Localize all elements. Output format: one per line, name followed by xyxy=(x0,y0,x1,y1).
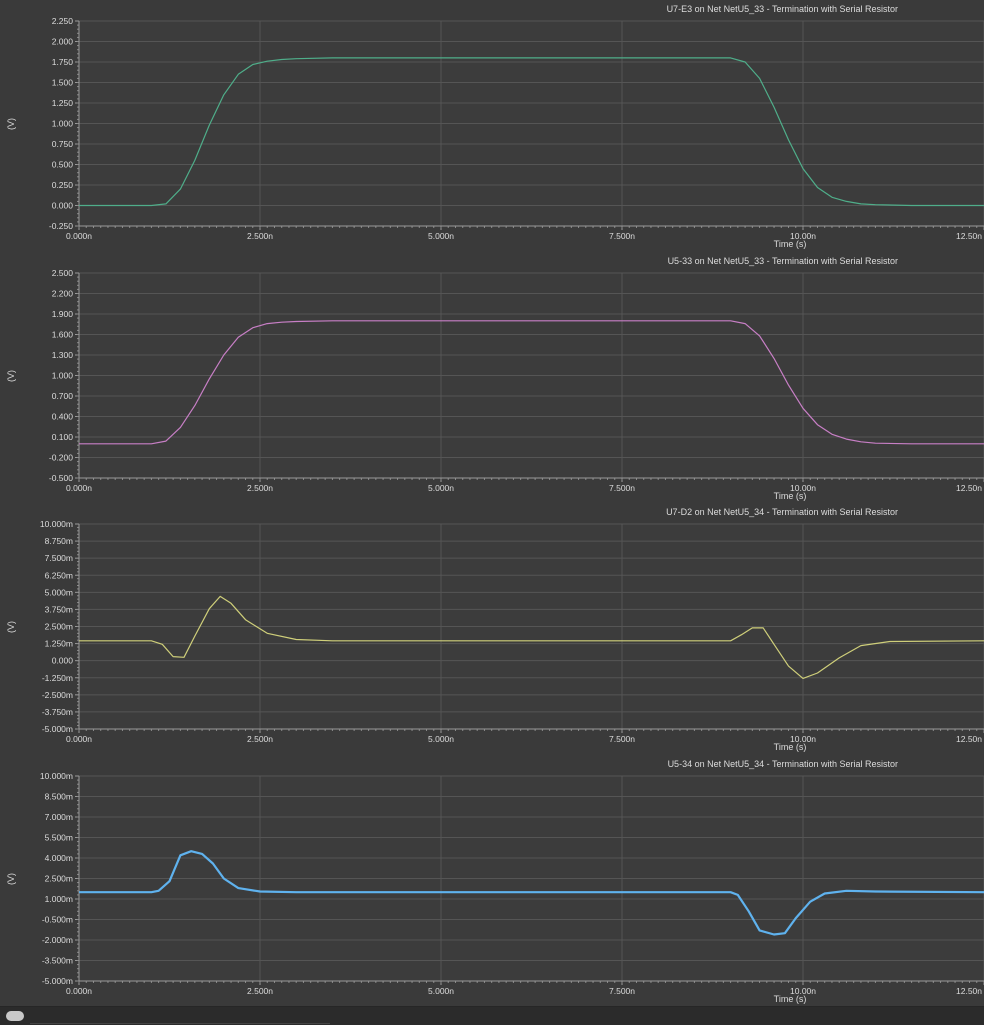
x-tick-label: 2.500n xyxy=(247,986,273,996)
chart-panel-4: -5.000m -3.500m -2.000m -0.500m 1.000m 2.500m… xyxy=(0,755,984,1005)
chart-title: U5-33 on Net NetU5_33 - Termination with… xyxy=(667,256,898,266)
y-tick-label: 0.500 xyxy=(52,160,74,170)
y-tick-label: 2.250 xyxy=(52,16,74,26)
x-tick-label: 12.50n xyxy=(956,231,982,241)
series-line-1 xyxy=(79,595,984,679)
x-tick-label: 7.500n xyxy=(609,986,635,996)
chart-svg: -0.500 -0.200 0.100 0.400 0.700 1.000 1.300 1.6… xyxy=(49,268,984,493)
chart-title: U5-34 on Net NetU5_34 - Termination with… xyxy=(667,759,898,769)
y-tick-label: 1.000m xyxy=(45,894,73,904)
scrollbar-thumb[interactable] xyxy=(6,1011,24,1021)
x-tick-label: 10.00n xyxy=(790,734,816,744)
y-tick-label: 10.000m xyxy=(40,519,73,529)
y-tick-label: -5.000m xyxy=(42,976,73,986)
y-tick-label: 10.000m xyxy=(40,771,73,781)
y-tick-label: 1.900 xyxy=(52,309,74,319)
x-tick-label: 12.50n xyxy=(956,483,982,493)
y-tick-label: 7.000m xyxy=(45,812,73,822)
y-tick-label: 6.250m xyxy=(45,570,73,580)
x-tick-label: 0.000n xyxy=(66,231,92,241)
series-line-1 xyxy=(79,57,984,207)
y-tick-label: -2.000m xyxy=(42,935,73,945)
y-tick-label: 2.500 xyxy=(52,268,74,278)
y-tick-label: 1.500 xyxy=(52,78,74,88)
chart-panel-1: -0.250 0.000 0.250 0.500 0.750 1.000 1.250 1.50… xyxy=(0,0,984,250)
x-tick-label: 10.00n xyxy=(790,231,816,241)
y-tick-label: -0.200 xyxy=(49,453,73,463)
y-tick-label: 0.400 xyxy=(52,412,74,422)
x-tick-label: 5.000n xyxy=(428,483,454,493)
y-axis-label: (V) xyxy=(6,620,16,633)
x-tick-label: 12.50n xyxy=(956,734,982,744)
chart-title: U7-D2 on Net NetU5_34 - Termination with… xyxy=(666,507,898,517)
y-tick-label: 0.000 xyxy=(52,656,74,666)
x-tick-label: 2.500n xyxy=(247,734,273,744)
y-tick-label: 8.750m xyxy=(45,536,73,546)
y-tick-label: 5.000m xyxy=(45,587,73,597)
chart-svg: -5.000m -3.750m -2.500m -1.250m 0.000 1.250m 2… xyxy=(40,519,984,744)
y-tick-label: 2.500m xyxy=(45,874,73,884)
x-tick-label: 0.000n xyxy=(66,483,92,493)
chart-svg: -5.000m -3.500m -2.000m -0.500m 1.000m 2.500m… xyxy=(40,771,984,996)
y-axis-label: (V) xyxy=(6,872,16,885)
x-tick-label: 10.00n xyxy=(790,483,816,493)
chart-svg: -0.250 0.000 0.250 0.500 0.750 1.000 1.250 1.50… xyxy=(49,16,984,241)
y-tick-label: 0.700 xyxy=(52,391,74,401)
y-axis-label: (V) xyxy=(6,117,16,130)
x-tick-label: 0.000n xyxy=(66,734,92,744)
y-tick-label: -5.000m xyxy=(42,724,73,734)
y-axis-label: (V) xyxy=(6,369,16,382)
x-tick-label: 12.50n xyxy=(956,986,982,996)
x-tick-label: 7.500n xyxy=(609,231,635,241)
x-axis-label: Time (s) xyxy=(773,239,807,249)
x-tick-label: 5.000n xyxy=(428,734,454,744)
y-tick-label: 8.500m xyxy=(45,792,73,802)
x-axis-label: Time (s) xyxy=(773,742,807,752)
y-tick-label: 1.600 xyxy=(52,330,74,340)
x-tick-label: 7.500n xyxy=(609,483,635,493)
y-tick-label: 2.200 xyxy=(52,289,74,299)
x-tick-label: 5.000n xyxy=(428,986,454,996)
x-tick-label: 7.500n xyxy=(609,734,635,744)
series-line-1 xyxy=(79,850,984,936)
y-tick-label: 2.000 xyxy=(52,37,74,47)
x-tick-label: 5.000n xyxy=(428,231,454,241)
y-tick-label: 7.500m xyxy=(45,553,73,563)
y-tick-label: -0.500 xyxy=(49,473,73,483)
x-tick-label: 0.000n xyxy=(66,986,92,996)
x-axis-label: Time (s) xyxy=(773,491,807,501)
y-tick-label: 0.250 xyxy=(52,180,74,190)
chart-panel-3: -5.000m -3.750m -2.500m -1.250m 0.000 1.250m 2… xyxy=(0,503,984,753)
series-line-1 xyxy=(79,320,984,445)
y-tick-label: 1.000 xyxy=(52,371,74,381)
y-tick-label: 0.000 xyxy=(52,201,74,211)
y-tick-label: -3.750m xyxy=(42,707,73,717)
chart-panel-2: -0.500 -0.200 0.100 0.400 0.700 1.000 1.300 1.6… xyxy=(0,252,984,502)
y-tick-label: 0.750 xyxy=(52,139,74,149)
status-bar xyxy=(0,1006,984,1025)
y-tick-label: 1.750 xyxy=(52,57,74,67)
y-tick-label: 4.000m xyxy=(45,853,73,863)
y-tick-label: 2.500m xyxy=(45,622,73,632)
y-tick-label: 1.250m xyxy=(45,639,73,649)
y-tick-label: -3.500m xyxy=(42,956,73,966)
y-tick-label: 1.300 xyxy=(52,350,74,360)
y-tick-label: -2.500m xyxy=(42,690,73,700)
x-tick-label: 2.500n xyxy=(247,231,273,241)
y-tick-label: -0.250 xyxy=(49,221,73,231)
y-tick-label: -1.250m xyxy=(42,673,73,683)
x-tick-label: 10.00n xyxy=(790,986,816,996)
y-tick-label: 3.750m xyxy=(45,604,73,614)
y-tick-label: 1.250 xyxy=(52,98,74,108)
chart-title: U7-E3 on Net NetU5_33 - Termination with… xyxy=(666,4,898,14)
x-axis-label: Time (s) xyxy=(773,994,807,1004)
y-tick-label: 0.100 xyxy=(52,432,74,442)
y-tick-label: 1.000 xyxy=(52,119,74,129)
x-tick-label: 2.500n xyxy=(247,483,273,493)
y-tick-label: 5.500m xyxy=(45,833,73,843)
y-tick-label: -0.500m xyxy=(42,915,73,925)
